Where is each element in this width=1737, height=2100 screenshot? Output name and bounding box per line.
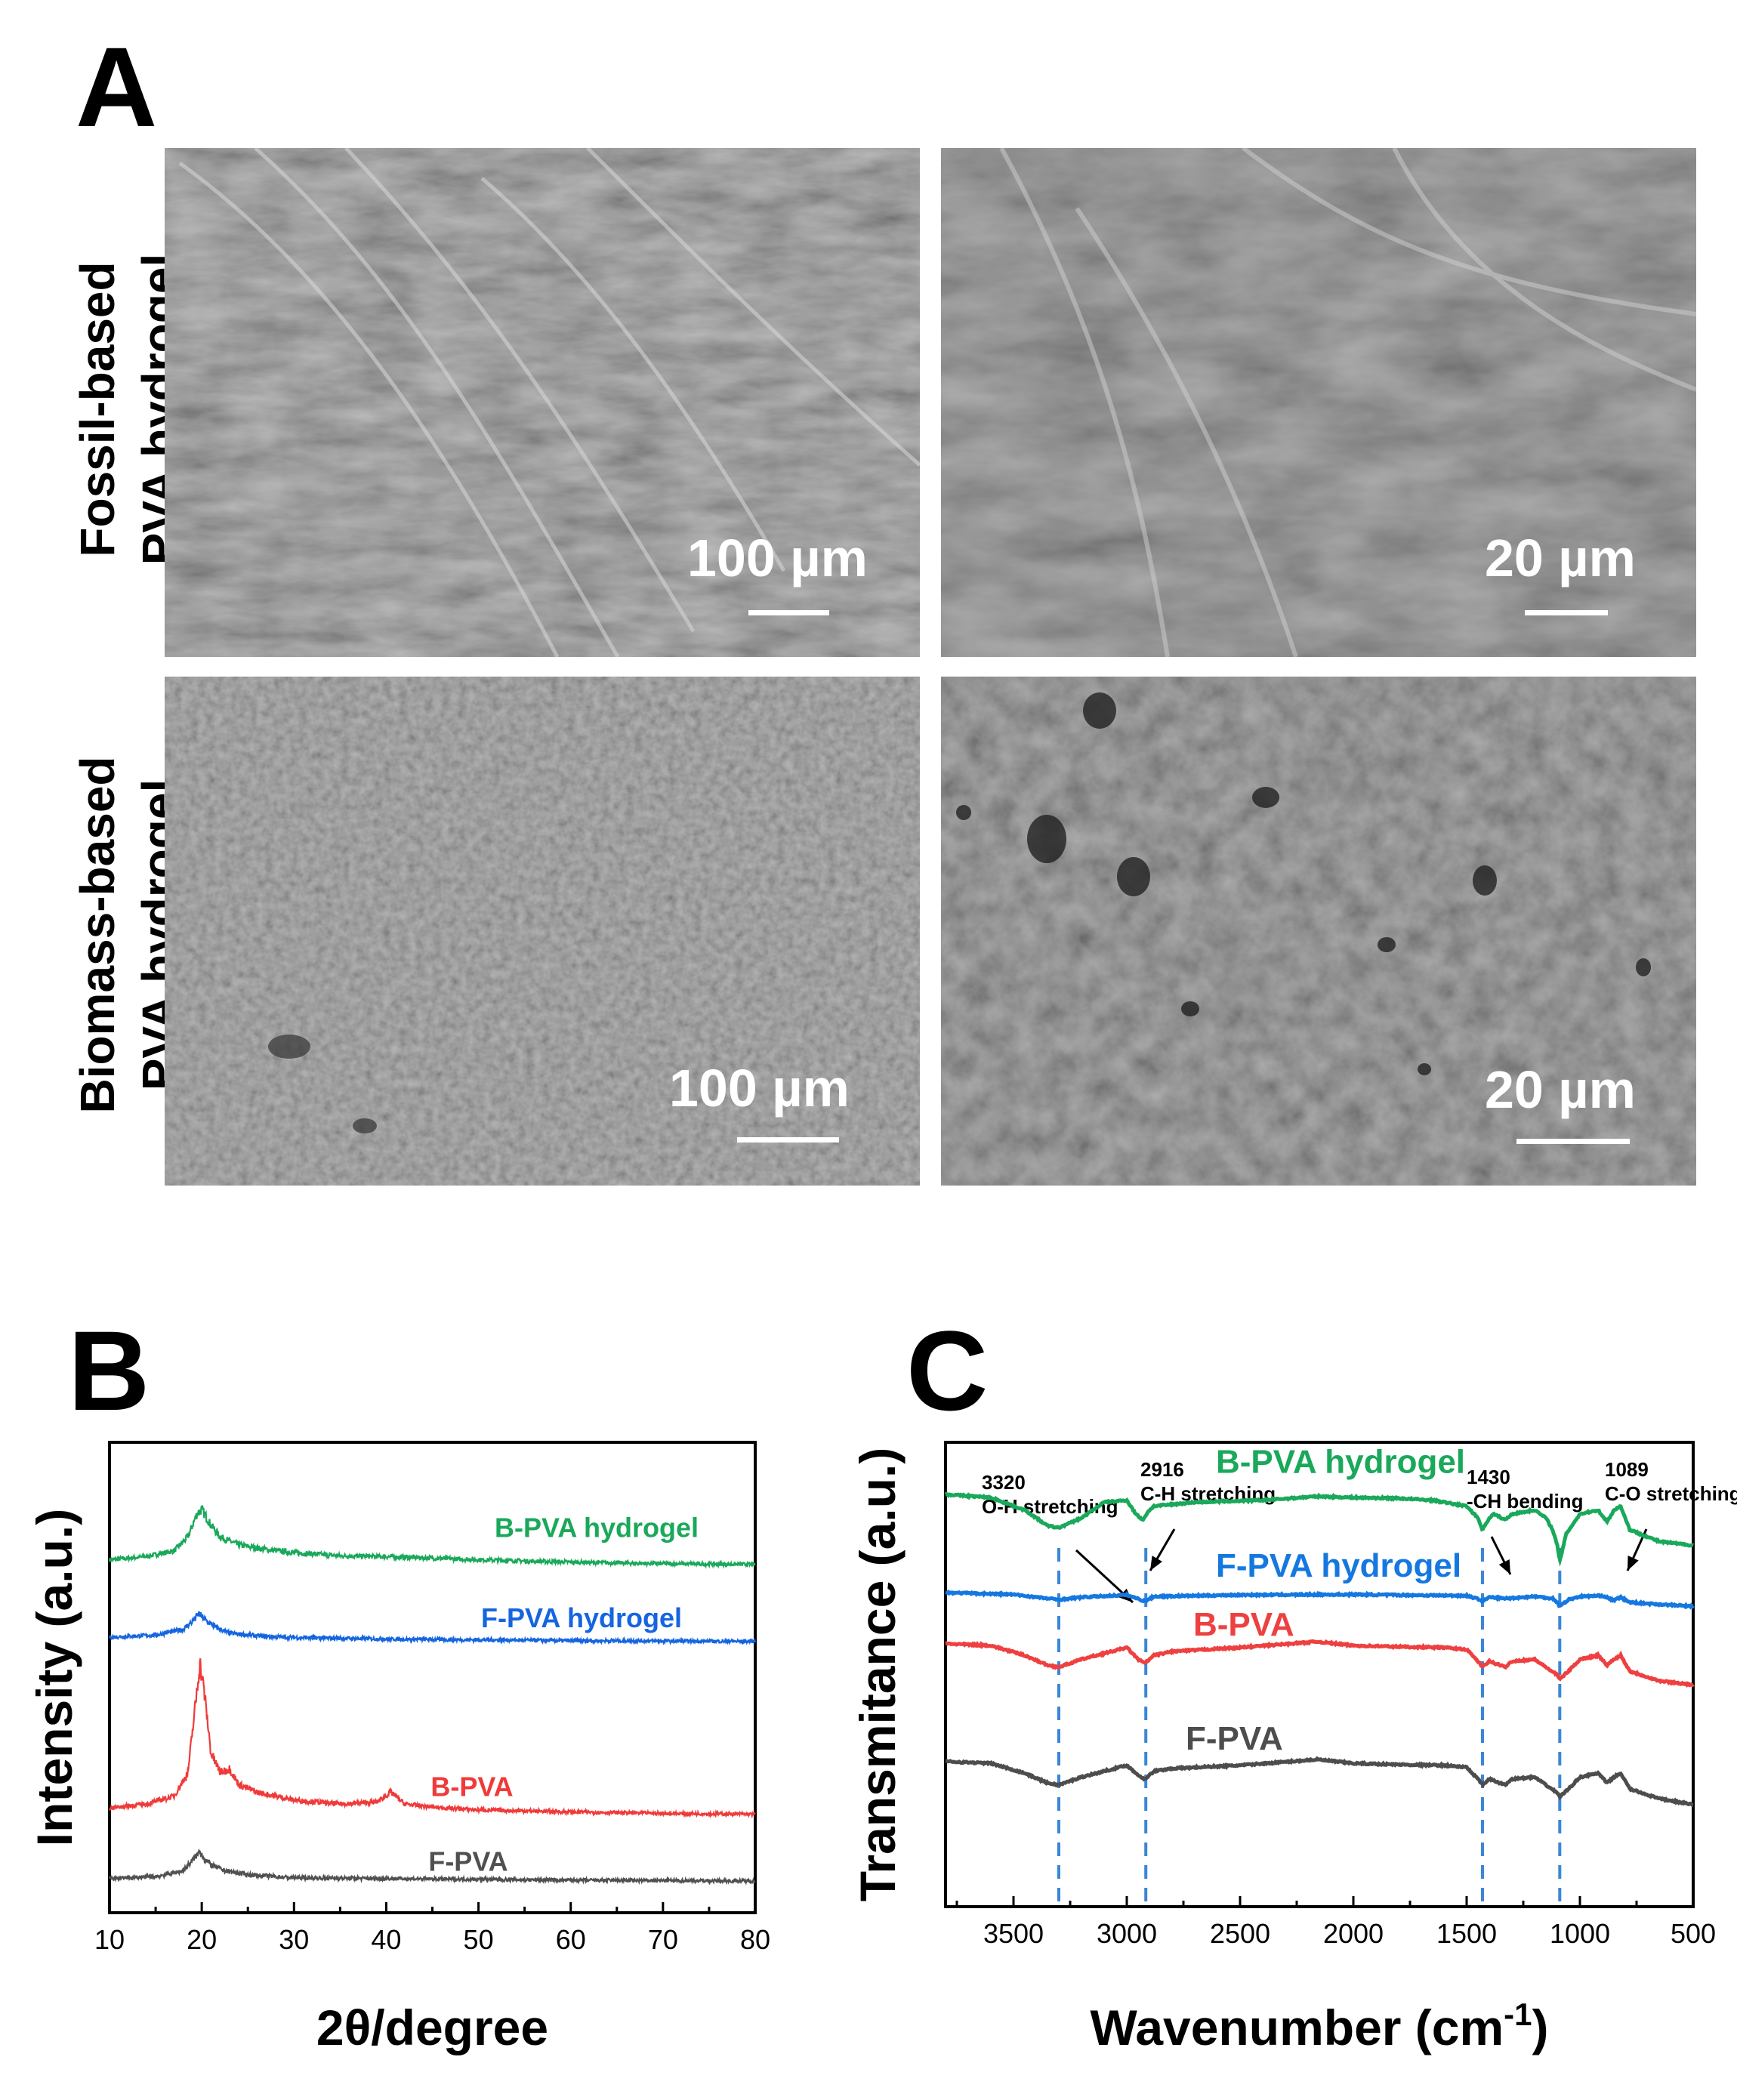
x-tick-label: 10 bbox=[94, 1924, 125, 1955]
sem-texture bbox=[941, 148, 1696, 657]
annotation-wavenumber-3320: 3320 bbox=[982, 1471, 1026, 1494]
scale-bar bbox=[737, 1137, 839, 1143]
series-line-b-pva bbox=[945, 1639, 1695, 1688]
series-line-f-pva-hydrogel bbox=[108, 1611, 757, 1645]
sem-image-fossil-high-mag: 20 µm bbox=[941, 148, 1696, 657]
annotation-arrow-head bbox=[1150, 1556, 1162, 1571]
sem-texture bbox=[165, 148, 920, 657]
panel-c-letter: C bbox=[906, 1307, 989, 1434]
x-tick-label: 1500 bbox=[1436, 1918, 1497, 1949]
series-line-f-pva-hydrogel bbox=[945, 1589, 1695, 1610]
x-tick-label: 50 bbox=[464, 1924, 494, 1955]
series-label-f-pva-hydrogel: F-PVA hydrogel bbox=[1216, 1547, 1461, 1584]
y-axis-label: Intensity (a.u.) bbox=[26, 1509, 82, 1846]
scale-label: 20 µm bbox=[1485, 1060, 1636, 1119]
x-axis-label: 2θ/degree bbox=[316, 2000, 548, 2055]
series-label-b-pva: B-PVA bbox=[430, 1772, 513, 1802]
x-tick-label: 3000 bbox=[1097, 1918, 1157, 1949]
scale-bar bbox=[748, 610, 829, 615]
series-line-f-pva bbox=[108, 1848, 756, 1886]
ftir-chart: 3500 3000 2500 2000 1500 1000 500 Wavenumber (c… bbox=[850, 1441, 1737, 2055]
series-line-b-pva-hydrogel bbox=[108, 1505, 756, 1569]
scale-label: 100 µm bbox=[669, 1059, 850, 1118]
annotation-label-1089: C-O stretching bbox=[1605, 1482, 1737, 1505]
plot-frame bbox=[944, 1441, 1695, 1908]
series-line-b-pva-hydrogel bbox=[944, 1491, 1695, 1567]
scale-bar bbox=[1525, 610, 1608, 615]
scale-label: 20 µm bbox=[1485, 529, 1636, 587]
scale-label: 100 µm bbox=[687, 529, 868, 587]
x-tick-label: 40 bbox=[371, 1924, 401, 1955]
x-tick-label: 500 bbox=[1671, 1918, 1716, 1949]
x-tick-label: 3500 bbox=[983, 1918, 1044, 1949]
series-line-b-pva bbox=[108, 1658, 756, 1819]
sem-image-biomass-high-mag: 20 µm bbox=[941, 677, 1696, 1186]
y-axis-label: Transmitance (a.u.) bbox=[850, 1448, 906, 1902]
x-tick-label: 30 bbox=[279, 1924, 309, 1955]
x-tick-label: 20 bbox=[187, 1924, 217, 1955]
sem-texture bbox=[165, 677, 920, 1186]
xrd-chart: 10 20 30 40 50 60 70 80 2θ/degree Intensity (a.u.… bbox=[26, 1441, 770, 2055]
x-tick-label: 2500 bbox=[1210, 1918, 1270, 1949]
series-label-f-pva: F-PVA bbox=[428, 1846, 508, 1876]
panel-a-letter: A bbox=[76, 23, 158, 150]
panel-b-letter: B bbox=[68, 1307, 150, 1434]
annotation-label-1430: -CH bending bbox=[1467, 1490, 1584, 1513]
x-tick-label: 2000 bbox=[1323, 1918, 1384, 1949]
annotation-arrow-head bbox=[1498, 1559, 1510, 1574]
series-label-f-pva-hydrogel: F-PVA hydrogel bbox=[481, 1602, 682, 1633]
series-label-b-pva: B-PVA bbox=[1193, 1606, 1294, 1643]
annotation-wavenumber-2916: 2916 bbox=[1140, 1458, 1184, 1481]
sem-texture bbox=[941, 677, 1696, 1186]
x-axis-label: Wavenumber (cm-1) bbox=[1090, 1997, 1548, 2055]
x-tick-label: 80 bbox=[740, 1924, 770, 1955]
scale-bar bbox=[1516, 1139, 1630, 1144]
sem-image-biomass-low-mag: 100 µm bbox=[165, 677, 920, 1186]
row-label-fossil-line1: Fossil-based bbox=[70, 261, 125, 557]
x-tick-label: 70 bbox=[648, 1924, 678, 1955]
row-label-biomass-line1: Biomass-based bbox=[70, 756, 125, 1114]
series-label-b-pva-hydrogel: B-PVA hydrogel bbox=[495, 1512, 699, 1543]
series-label-b-pva-hydrogel: B-PVA hydrogel bbox=[1216, 1443, 1465, 1480]
x-tick-label: 1000 bbox=[1550, 1918, 1610, 1949]
annotation-arrow-head bbox=[1627, 1556, 1639, 1571]
annotation-wavenumber-1089: 1089 bbox=[1605, 1458, 1649, 1481]
series-label-f-pva: F-PVA bbox=[1186, 1720, 1283, 1757]
sem-image-fossil-low-mag: 100 µm bbox=[165, 148, 920, 657]
series-line-f-pva bbox=[945, 1756, 1694, 1807]
x-tick-label: 60 bbox=[556, 1924, 586, 1955]
annotation-wavenumber-1430: 1430 bbox=[1467, 1466, 1510, 1488]
